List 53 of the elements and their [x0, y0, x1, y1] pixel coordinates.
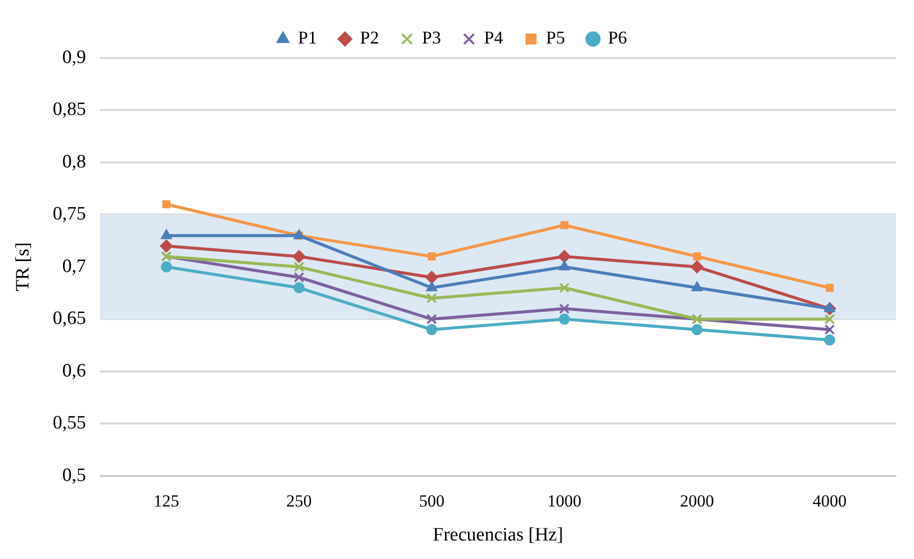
point — [558, 250, 571, 263]
point — [428, 252, 436, 260]
point — [294, 282, 305, 294]
point — [293, 229, 305, 240]
point — [426, 292, 437, 304]
x-tick-label: 250 — [286, 491, 312, 510]
point — [160, 229, 172, 240]
x-tick-label: 2000 — [680, 491, 714, 510]
point — [426, 281, 438, 292]
legend-label: P3 — [422, 28, 442, 48]
point — [425, 270, 438, 284]
point — [824, 314, 835, 324]
legend-label: P5 — [546, 28, 566, 48]
legend-label: P4 — [484, 28, 504, 48]
point — [160, 240, 173, 253]
point — [690, 260, 704, 274]
point — [426, 324, 438, 336]
y-tick-label: 0,9 — [62, 46, 86, 68]
legend-label: P2 — [360, 28, 379, 48]
y-tick-label: 0,6 — [62, 360, 86, 382]
y-tick-label: 0,85 — [52, 99, 86, 120]
y-tick-label: 0,8 — [62, 151, 86, 172]
point — [160, 261, 172, 272]
x-tick-label: 500 — [418, 491, 444, 510]
x-tick-label: 125 — [154, 491, 180, 510]
x-axis-title: Frecuencias [Hz] — [432, 524, 564, 546]
point — [691, 281, 703, 292]
legend-label: P1 — [298, 28, 317, 48]
y-tick-label: 0,55 — [52, 412, 86, 434]
point — [558, 314, 570, 325]
point — [692, 324, 703, 336]
y-tick-label: 0,65 — [52, 308, 86, 330]
point — [824, 324, 835, 335]
point — [294, 262, 304, 272]
y-tick-label: 0,7 — [62, 256, 86, 277]
point — [826, 284, 834, 292]
legend-label: P6 — [608, 28, 628, 48]
point — [559, 282, 570, 294]
point — [560, 221, 568, 230]
point — [292, 250, 306, 263]
y-tick-label: 0,5 — [62, 464, 86, 486]
point — [294, 272, 304, 283]
y-axis-title: TR [s] — [12, 242, 34, 292]
x-tick-label: 4000 — [812, 491, 847, 510]
x-tick-label: 1000 — [547, 491, 582, 510]
y-tick-label: 0,75 — [52, 204, 86, 225]
point — [824, 334, 836, 346]
point — [692, 252, 702, 260]
point — [559, 303, 570, 314]
point — [426, 314, 437, 324]
point — [824, 302, 836, 312]
point — [162, 200, 170, 208]
point — [558, 260, 570, 270]
